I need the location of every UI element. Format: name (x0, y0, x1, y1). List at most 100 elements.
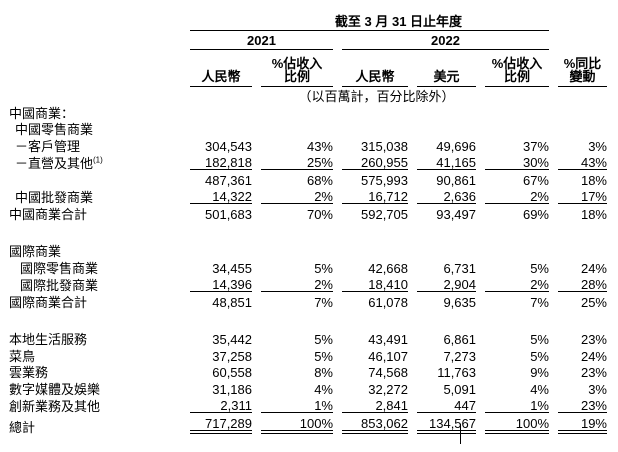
row-label: 中國商業合計 (9, 206, 88, 221)
cell-value: 18% (580, 172, 607, 188)
cell-value: 37,258 (212, 348, 252, 364)
cell-value: 2% (261, 187, 333, 204)
table-row: 中國批發商業 14,322 2% 16,712 2,636 2% 17% (9, 187, 607, 204)
cell-value: 100% (485, 413, 549, 434)
row-label: 中國批發商業 (15, 190, 94, 204)
row-label: －客戶管理 (15, 138, 81, 153)
cell-value: 853,062 (342, 413, 408, 434)
cell-value: 18,410 (342, 275, 408, 292)
cell-value: 315,038 (361, 138, 408, 154)
cell-value: 3% (588, 138, 607, 154)
cell-value: 34,455 (212, 260, 252, 276)
col-pct-revenue-2022: %佔收入 比例 (485, 50, 549, 87)
cell-value: 18% (580, 206, 607, 222)
cell-value: 501,683 (205, 206, 252, 222)
cell-value: 24% (580, 260, 607, 276)
year-group-2021: 2021 (190, 31, 333, 50)
cell-value: 1% (485, 396, 549, 413)
cell-value: 7% (530, 294, 549, 310)
cell-value: 2,904 (417, 275, 476, 292)
cell-value: 43% (306, 138, 333, 154)
cell-value: 41,165 (417, 153, 476, 170)
spacer-row (9, 221, 607, 242)
table-row: －直營及其他(1) 182,818 25% 260,955 41,165 30%… (9, 153, 607, 170)
report-page: { "table": { "period_header": "截至 3 月 31… (0, 8, 618, 452)
spacer-row (9, 309, 607, 330)
cell-value: 6,731 (443, 260, 476, 276)
revenue-table: 截至 3 月 31 日止年度 2021 2022 人民幣 %佔收入 比例 人民幣… (0, 8, 616, 434)
cell-value: 182,818 (190, 153, 252, 170)
cell-value: 90,861 (436, 172, 476, 188)
cell-value: 68% (306, 172, 333, 188)
table-row: 中國商業合計 501,683 70% 592,705 93,497 69% 18… (9, 204, 607, 221)
table-row: 菜鳥 37,258 5% 46,107 7,273 5% 24% (9, 346, 607, 363)
cell-value: 5% (530, 348, 549, 364)
table-row: 雲業務 60,558 8% 74,568 11,763 9% 23% (9, 363, 607, 380)
cell-value: 7% (314, 294, 333, 310)
cell-value: 9,635 (443, 294, 476, 310)
cell-value (261, 120, 333, 137)
cell-value (558, 103, 607, 120)
cell-value: 46,107 (368, 348, 408, 364)
cell-value: 69% (522, 206, 549, 222)
cell-value (485, 120, 549, 137)
cell-value: 2,311 (190, 396, 252, 413)
unit-note: （以百萬計，百分比除外） (298, 89, 455, 104)
cell-value: 304,543 (205, 138, 252, 154)
cell-value (342, 242, 408, 259)
cell-value: 5% (530, 332, 549, 347)
cell-value: 35,442 (212, 332, 252, 347)
cell-value: 5% (314, 348, 333, 364)
cell-value: 23% (558, 396, 607, 413)
cell-value: 93,497 (436, 206, 476, 222)
cell-value: 14,396 (190, 275, 252, 292)
row-label: 國際零售商業 (20, 260, 99, 275)
row-label: 雲業務 (9, 365, 49, 379)
unit-note-row: （以百萬計，百分比除外） (9, 87, 607, 103)
cell-value: 4% (314, 381, 333, 397)
cell-value: 11,763 (437, 365, 476, 380)
cell-value (190, 120, 252, 137)
cell-value: 487,361 (205, 172, 252, 188)
row-label: －直營及其他(1) (15, 155, 103, 170)
row-label: 本地生活服務 (9, 332, 88, 346)
cell-value: 7,273 (443, 348, 476, 364)
cell-value: 49,696 (436, 138, 476, 154)
cell-value: 74,568 (368, 365, 408, 380)
cell-value: 31,186 (212, 381, 252, 397)
col-rmb-2021: 人民幣 (190, 50, 252, 87)
cell-value: 8% (314, 365, 333, 380)
table-row: 國際商業合計 48,851 7% 61,078 9,635 7% 25% (9, 292, 607, 309)
row-label: 菜鳥 (9, 348, 36, 363)
cell-value (261, 103, 333, 120)
cell-value: 48,851 (212, 294, 252, 310)
cell-value: 16,712 (342, 187, 408, 204)
ibeam-cursor (460, 423, 461, 444)
cell-value: 5% (314, 332, 333, 347)
cell-value: 30% (485, 153, 549, 170)
cell-value: 67% (522, 172, 549, 188)
cell-value (485, 242, 549, 259)
cell-value: 592,705 (361, 206, 408, 222)
cell-value (342, 120, 408, 137)
table-row: 本地生活服務 35,442 5% 43,491 6,861 5% 23% (9, 330, 607, 347)
column-header-row: 人民幣 %佔收入 比例 人民幣 美元 %佔收入 比例 %同比 變動 (9, 50, 607, 87)
row-label: 創新業務及其他 (9, 399, 101, 413)
cell-value: 134,567 (417, 413, 476, 434)
col-yoy-change: %同比 變動 (558, 50, 607, 87)
cell-value: 2,841 (342, 396, 408, 413)
cell-value: 37% (522, 138, 549, 154)
cell-value: 23% (580, 365, 607, 380)
table-body: 中國商業： 中國零售商業 －客戶管理 304,543 43% 315,038 4… (9, 103, 607, 434)
cell-value: 43% (558, 153, 607, 170)
cell-value: 2% (485, 187, 549, 204)
cell-value (485, 103, 549, 120)
cell-value (261, 242, 333, 259)
cell-value (558, 242, 607, 259)
cell-value: 447 (417, 396, 476, 413)
cell-value: 42,668 (368, 260, 408, 276)
row-label (9, 170, 181, 187)
row-label: 中國商業： (9, 105, 75, 120)
cell-value: 5,091 (443, 381, 476, 397)
row-label: 國際批發商業 (20, 278, 99, 292)
